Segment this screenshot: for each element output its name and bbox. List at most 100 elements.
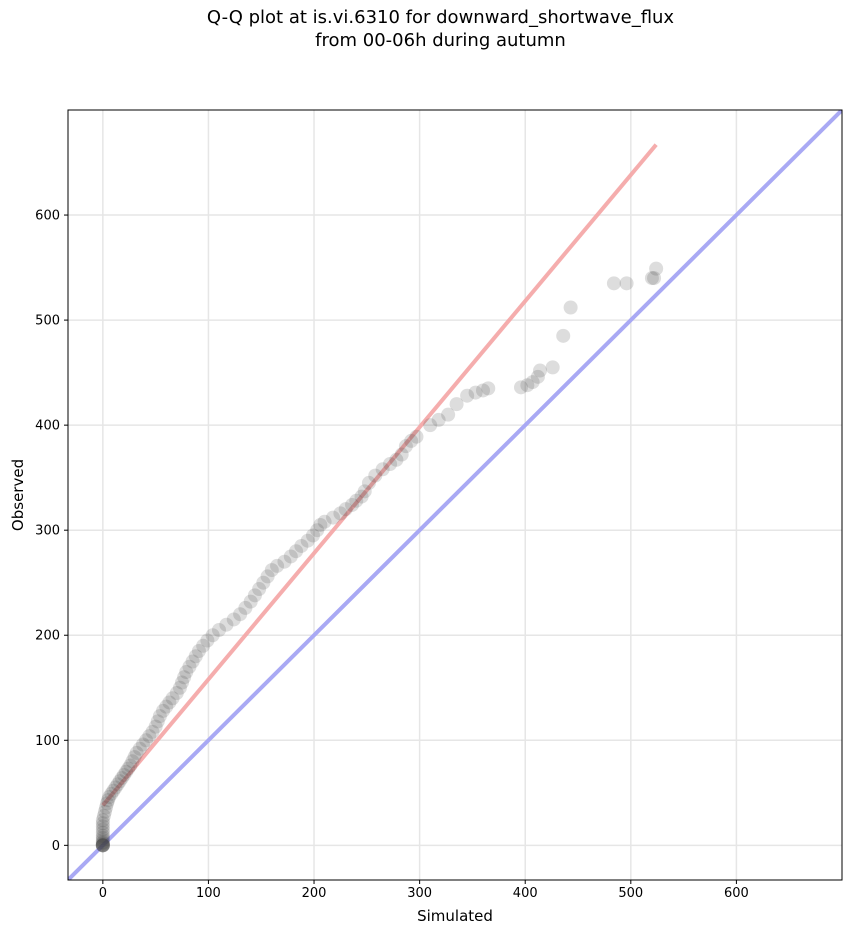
data-point: [177, 670, 192, 685]
data-point: [101, 793, 116, 808]
plot-frame: [67, 109, 843, 881]
data-point: [156, 703, 171, 718]
data-points: [95, 261, 664, 853]
data-point: [108, 780, 123, 795]
data-point: [95, 838, 110, 853]
y-tick-label: 100: [35, 734, 60, 749]
data-point: [139, 733, 154, 748]
data-point: [354, 489, 369, 504]
data-point: [394, 447, 409, 462]
data-point: [100, 796, 115, 811]
data-point: [375, 462, 390, 477]
data-point: [606, 276, 621, 291]
data-point: [349, 493, 364, 508]
data-point: [368, 468, 383, 483]
data-point: [95, 838, 110, 853]
data-point: [159, 699, 174, 714]
data-point: [326, 510, 341, 525]
data-point: [185, 654, 200, 669]
data-point: [294, 538, 309, 553]
data-point: [106, 783, 121, 798]
grid: [68, 110, 842, 880]
reference-lines: [68, 110, 842, 880]
data-point: [104, 786, 119, 801]
data-point: [132, 741, 147, 756]
data-point: [398, 439, 413, 454]
data-point: [95, 837, 110, 852]
data-point: [148, 719, 163, 734]
data-point: [423, 418, 438, 433]
data-point: [238, 600, 253, 615]
data-point: [468, 385, 483, 400]
data-point: [513, 380, 528, 395]
data-point: [196, 638, 211, 653]
data-point: [389, 452, 404, 467]
x-tick-label: 200: [302, 886, 327, 901]
data-point: [179, 665, 194, 680]
data-point: [338, 502, 353, 517]
data-point: [99, 800, 114, 815]
data-point: [520, 378, 535, 393]
data-point: [226, 612, 241, 627]
data-point: [283, 549, 298, 564]
data-point: [129, 745, 144, 760]
x-tick-label: 500: [618, 886, 643, 901]
data-point: [95, 835, 110, 850]
data-point: [95, 838, 110, 853]
y-tick-label: 200: [35, 629, 60, 644]
data-point: [530, 369, 545, 384]
data-point: [264, 563, 279, 578]
data-point: [95, 833, 110, 848]
data-point: [270, 558, 285, 573]
axis-ticks: 0 100 200 300 400 500 600 0 100 200 300 400 500 600: [35, 209, 749, 901]
data-point: [300, 533, 315, 548]
data-point: [252, 582, 267, 597]
data-point: [460, 388, 475, 403]
data-point: [95, 838, 110, 853]
data-point: [431, 412, 446, 427]
data-point: [95, 838, 110, 853]
data-point: [95, 816, 110, 831]
data-point: [102, 790, 117, 805]
data-point: [260, 569, 275, 584]
data-point: [256, 575, 271, 590]
data-point: [172, 680, 187, 695]
data-point: [357, 484, 372, 499]
data-point: [310, 523, 325, 538]
data-point: [95, 813, 110, 828]
data-point: [95, 830, 110, 845]
data-point: [95, 819, 110, 834]
data-point: [533, 363, 548, 378]
data-point: [119, 764, 134, 779]
x-tick-label: 300: [407, 886, 432, 901]
data-point: [114, 771, 129, 786]
data-point: [116, 767, 131, 782]
data-point: [233, 607, 248, 622]
y-tick-label: 300: [35, 524, 60, 539]
data-point: [644, 271, 659, 286]
y-axis-label: Observed: [9, 459, 27, 531]
data-point: [277, 554, 292, 569]
identity-line: [68, 110, 842, 880]
data-point: [127, 750, 142, 765]
data-point: [449, 397, 464, 412]
data-point: [333, 506, 348, 521]
data-point: [110, 777, 125, 792]
data-point: [165, 691, 180, 706]
x-tick-label: 400: [513, 886, 538, 901]
x-tick-label: 0: [99, 886, 107, 901]
data-point: [525, 375, 540, 390]
data-point: [345, 497, 360, 512]
x-axis-label: Simulated: [417, 907, 493, 925]
data-point: [95, 828, 110, 843]
data-point: [649, 261, 664, 276]
data-point: [123, 758, 138, 773]
data-point: [545, 360, 560, 375]
data-point: [313, 517, 328, 532]
data-point: [96, 808, 111, 823]
data-point: [289, 544, 304, 559]
data-point: [205, 628, 220, 643]
data-point: [243, 594, 258, 609]
data-point: [142, 729, 157, 744]
chart-title-line-2: from 00-06h during autumn: [315, 30, 566, 51]
